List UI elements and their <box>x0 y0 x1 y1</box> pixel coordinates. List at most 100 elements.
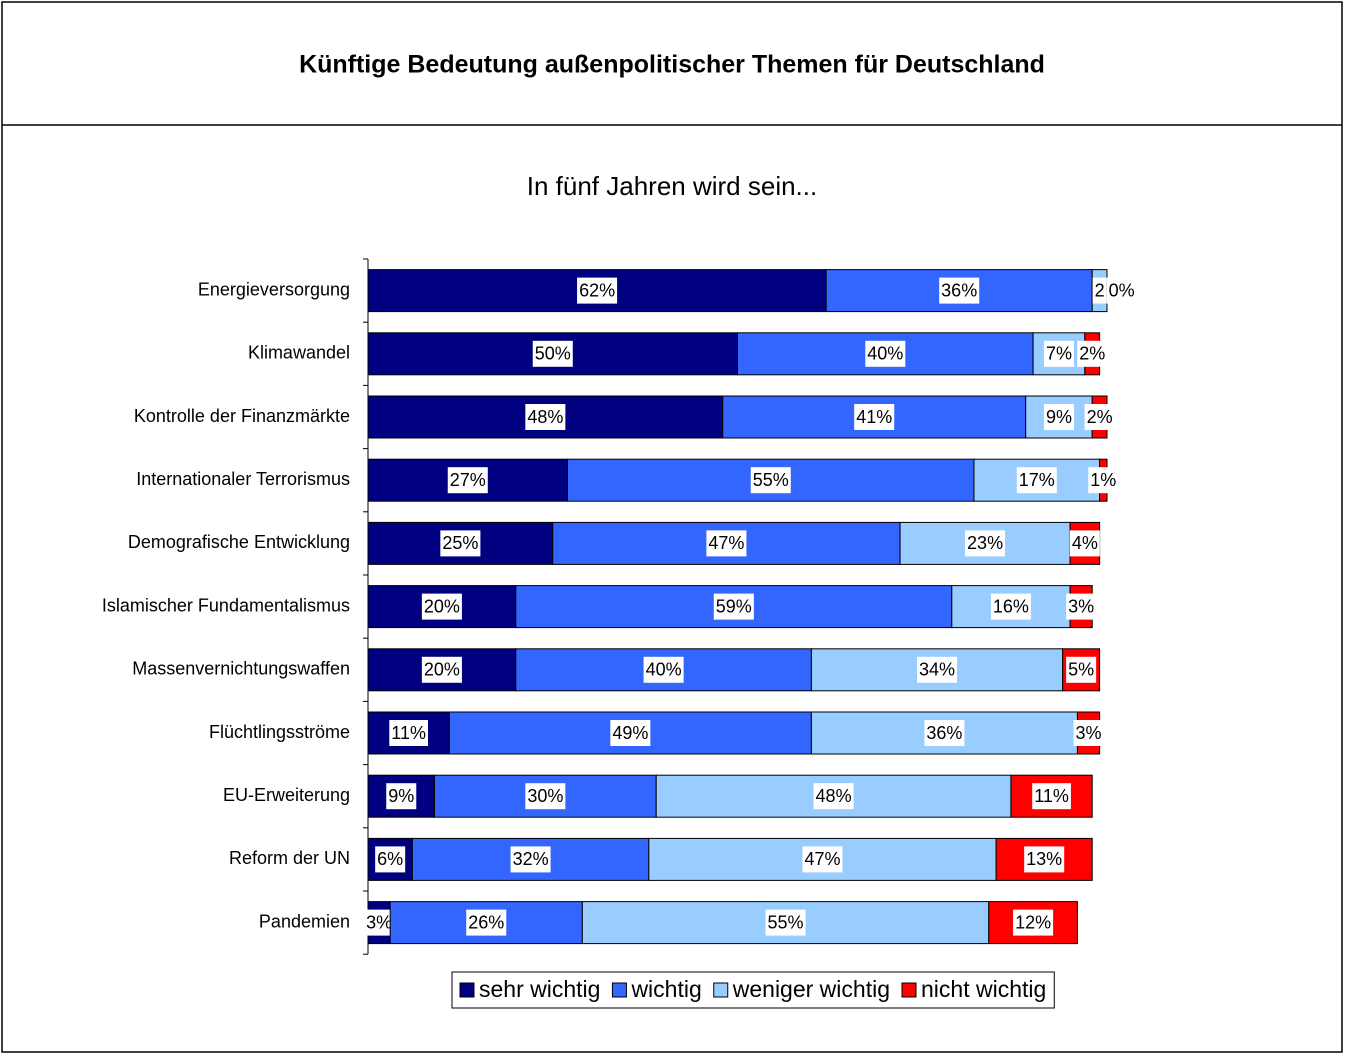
data-label: 47% <box>802 846 843 873</box>
data-label: 5% <box>1066 656 1097 683</box>
data-label-bg <box>865 340 906 367</box>
data-label-text: 5% <box>1068 660 1094 680</box>
data-label-bg <box>713 593 754 620</box>
data-label: 40% <box>643 656 684 683</box>
data-label: 25% <box>440 530 481 557</box>
data-label-text: 55% <box>753 470 789 490</box>
data-label: 9% <box>1043 404 1074 430</box>
data-label-text: 13% <box>1026 849 1062 869</box>
data-label: 47% <box>706 530 747 557</box>
data-label-text: 3% <box>1076 723 1102 743</box>
category-label: Demografische Entwicklung <box>128 532 350 552</box>
data-label-bg <box>924 720 965 746</box>
category-label: Flüchtlingsströme <box>209 722 350 742</box>
chart-subtitle: In fünf Jahren wird sein... <box>527 171 817 201</box>
data-label-bg <box>1024 846 1065 873</box>
data-label-text: 3% <box>366 912 392 932</box>
data-label-text: 59% <box>716 596 752 616</box>
legend-swatch <box>611 982 627 998</box>
category-label: Pandemien <box>259 911 350 931</box>
data-label-bg <box>466 909 507 936</box>
data-label-bg <box>1013 909 1054 936</box>
data-label-text: 36% <box>941 280 977 300</box>
data-label-text: 11% <box>391 723 426 743</box>
data-label: 36% <box>924 720 965 746</box>
data-label: 20% <box>421 656 462 683</box>
category-label: Kontrolle der Finanzmärkte <box>134 406 350 426</box>
category-label: Energieversorgung <box>198 279 350 299</box>
data-label-text: 55% <box>768 912 804 932</box>
data-label-text: 2% <box>1087 407 1113 427</box>
data-label-bg <box>1073 720 1104 746</box>
legend-label: wichtig <box>630 976 701 1002</box>
category-label: Massenvernichtungswaffen <box>132 659 350 679</box>
data-label-bg <box>1084 404 1115 430</box>
data-label-text: 41% <box>856 407 892 427</box>
data-label-text: 30% <box>527 786 563 806</box>
category-label: Reform der UN <box>229 848 350 868</box>
data-label: 1% <box>1088 467 1119 494</box>
data-label: 13% <box>1024 846 1065 873</box>
data-label-bg <box>1069 530 1100 557</box>
data-label: 62% <box>577 277 618 304</box>
data-label: 30% <box>525 783 566 810</box>
data-label-bg <box>750 467 791 494</box>
data-label-bg <box>965 530 1006 557</box>
data-label: 3% <box>1073 720 1104 746</box>
data-label-text: 62% <box>579 280 615 300</box>
data-label: 11% <box>1032 783 1071 810</box>
chart-title: Künftige Bedeutung außenpolitischer Them… <box>299 51 1045 79</box>
data-label-text: 3% <box>1068 596 1094 616</box>
data-label: 40% <box>865 340 906 367</box>
data-label-text: 2 <box>1095 280 1105 300</box>
data-label: 7% <box>1043 340 1074 367</box>
data-label-text: 40% <box>867 344 903 364</box>
data-label: 17% <box>1016 467 1057 494</box>
data-label: 20% <box>421 593 462 620</box>
data-label-text: 49% <box>612 723 648 743</box>
data-label-bg <box>421 593 462 620</box>
data-label: 6% <box>375 846 406 873</box>
data-label-bg <box>532 340 573 367</box>
data-label-bg <box>1016 467 1057 494</box>
data-label-bg <box>510 846 551 873</box>
data-label-text: 34% <box>919 660 955 680</box>
data-label-text: 9% <box>388 786 414 806</box>
data-label: 16% <box>990 593 1031 620</box>
category-label: Klimawandel <box>248 343 350 363</box>
data-label-bg <box>389 720 428 746</box>
data-label-text: 40% <box>646 660 682 680</box>
data-label: 3% <box>1066 593 1097 620</box>
data-label-text: 48% <box>816 786 852 806</box>
data-label-bg <box>1106 277 1137 304</box>
data-label-text: 1% <box>1090 470 1116 490</box>
data-label-text: 2% <box>1079 344 1105 364</box>
data-label-bg <box>765 909 806 936</box>
data-label: 11% <box>389 720 428 746</box>
data-label-text: 47% <box>804 849 840 869</box>
data-label-text: 7% <box>1046 344 1072 364</box>
data-label-bg <box>1066 656 1097 683</box>
data-label-text: 9% <box>1046 407 1072 427</box>
data-label-text: 20% <box>424 596 460 616</box>
data-label-bg <box>1066 593 1097 620</box>
data-label: 12% <box>1013 909 1054 936</box>
data-label-text: 26% <box>468 912 504 932</box>
data-label-bg <box>525 783 566 810</box>
data-label: 59% <box>713 593 754 620</box>
data-label-text: 27% <box>450 470 486 490</box>
data-label: 41% <box>854 404 895 430</box>
data-label-bg <box>375 846 406 873</box>
data-label-bg <box>1032 783 1071 810</box>
data-label-bg <box>1077 340 1108 367</box>
data-label-bg <box>802 846 843 873</box>
data-label-bg <box>1043 340 1074 367</box>
data-label-text: 20% <box>424 660 460 680</box>
data-label-bg <box>610 720 651 746</box>
data-label-bg <box>525 404 566 430</box>
legend-label: weniger wichtig <box>732 976 890 1002</box>
data-label: 26% <box>466 909 507 936</box>
data-label-text: 23% <box>967 533 1003 553</box>
data-label: 34% <box>917 656 958 683</box>
data-label-text: 6% <box>377 849 403 869</box>
